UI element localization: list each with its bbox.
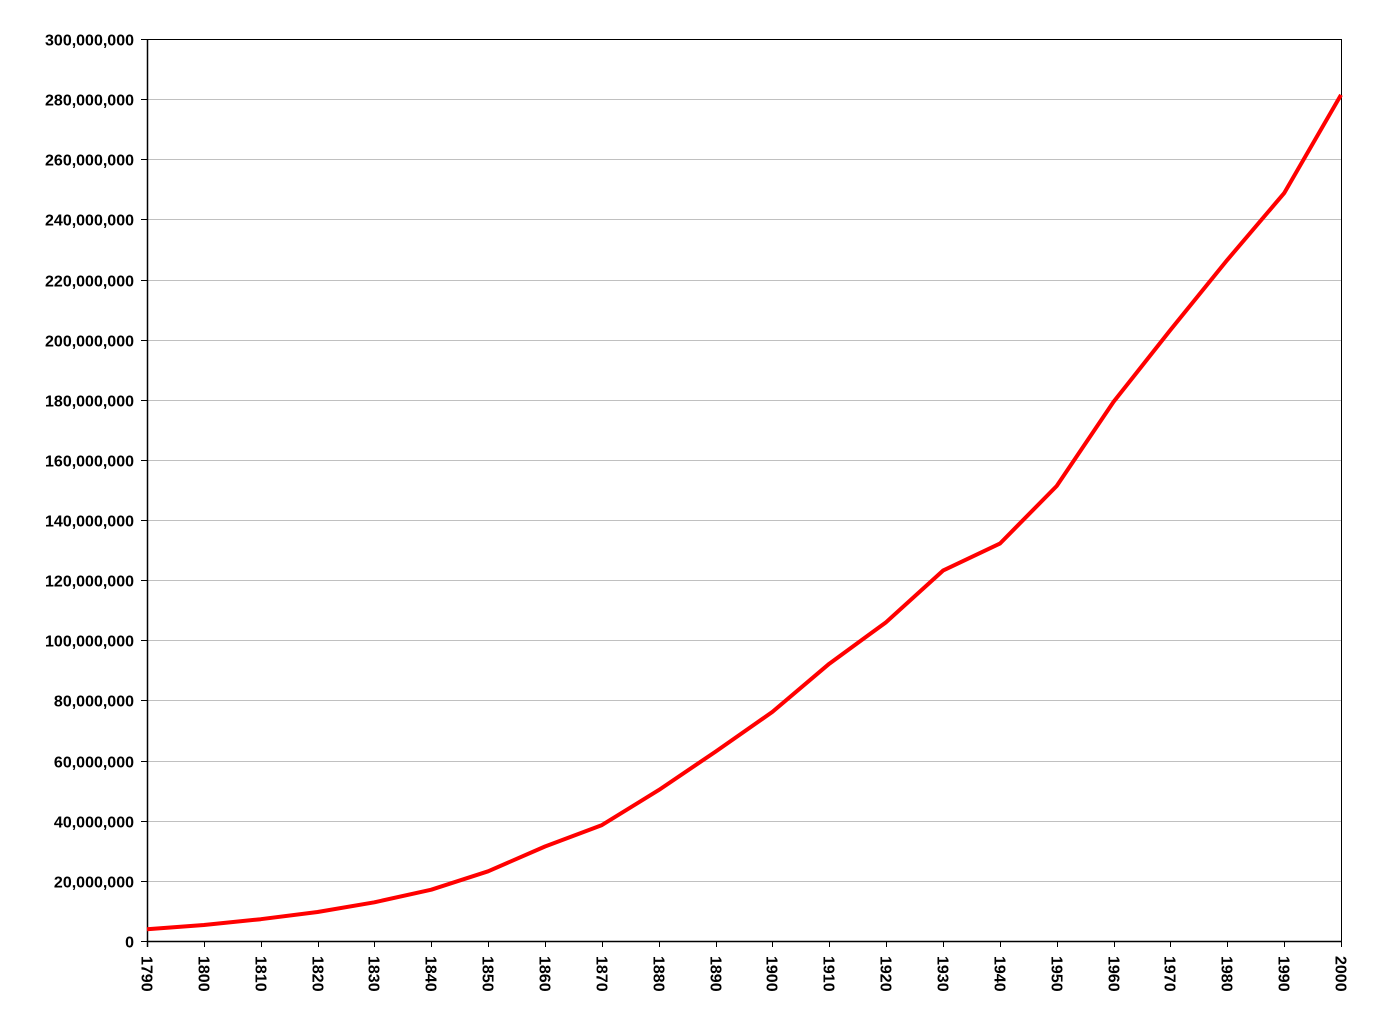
x-tick-label: 1870: [593, 956, 610, 992]
x-tick-label: 1890: [707, 956, 724, 992]
y-axis-ticks: 0 20,000,000 40,000,000 60,000,000 80,000,00…: [45, 33, 147, 952]
x-tick-label: 1970: [1161, 956, 1178, 992]
x-tick-label: 1940: [991, 956, 1008, 992]
y-tick-label: 100,000,000: [45, 634, 134, 651]
y-tick-label: 40,000,000: [54, 815, 134, 832]
y-tick-label: 60,000,000: [54, 755, 134, 772]
x-tick-label: 2000: [1332, 956, 1349, 992]
y-tick-label: 80,000,000: [54, 694, 134, 711]
x-tick-label: 1990: [1275, 956, 1292, 992]
y-tick-label: 20,000,000: [54, 875, 134, 892]
y-tick-label: 300,000,000: [45, 33, 134, 50]
y-tick-label: 260,000,000: [45, 153, 134, 170]
x-tick-label: 1950: [1048, 956, 1065, 992]
x-tick-label: 1960: [1105, 956, 1122, 992]
x-tick-label: 1920: [877, 956, 894, 992]
y-tick-label: 160,000,000: [45, 454, 134, 471]
x-tick-label: 1850: [479, 956, 496, 992]
y-tick-label: 280,000,000: [45, 93, 134, 110]
y-tick-label: 0: [125, 935, 134, 952]
x-tick-label: 1900: [763, 956, 780, 992]
x-tick-label: 1830: [365, 956, 382, 992]
x-tick-label: 1930: [934, 956, 951, 992]
x-tick-label: 1800: [195, 956, 212, 992]
x-tick-label: 1810: [252, 956, 269, 992]
y-tick-label: 140,000,000: [45, 514, 134, 531]
y-tick-label: 240,000,000: [45, 213, 134, 230]
x-tick-label: 1790: [138, 956, 155, 992]
y-tick-label: 200,000,000: [45, 334, 134, 351]
y-tick-label: 220,000,000: [45, 274, 134, 291]
gridlines: [147, 99, 1341, 882]
y-tick-label: 180,000,000: [45, 394, 134, 411]
x-axis-ticks: 1790 1800 1810 1820 1830 1840 1850 1860 1870 1880…: [138, 941, 1349, 992]
x-tick-label: 1980: [1218, 956, 1235, 992]
y-tick-label: 120,000,000: [45, 574, 134, 591]
x-tick-label: 1910: [820, 956, 837, 992]
population-series-line: [146, 93, 1343, 932]
x-tick-label: 1820: [309, 956, 326, 992]
axes: [146, 39, 1342, 947]
x-tick-label: 1840: [422, 956, 439, 992]
x-tick-label: 1880: [650, 956, 667, 992]
x-tick-label: 1860: [536, 956, 553, 992]
